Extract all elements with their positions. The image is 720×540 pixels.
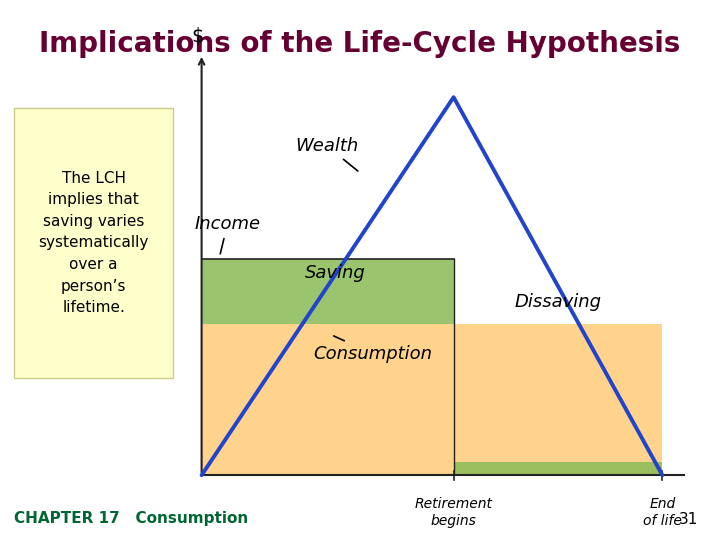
Text: End
of life: End of life [643, 497, 682, 528]
Text: Dissaving: Dissaving [515, 293, 601, 312]
Text: CHAPTER 17   Consumption: CHAPTER 17 Consumption [14, 511, 248, 526]
Text: Income: Income [194, 215, 261, 254]
Text: Implications of the Life-Cycle Hypothesis: Implications of the Life-Cycle Hypothesi… [40, 30, 680, 58]
Polygon shape [454, 462, 662, 475]
Text: 31: 31 [679, 511, 698, 526]
Text: $: $ [192, 27, 204, 46]
Polygon shape [454, 324, 662, 475]
Text: Retirement
begins: Retirement begins [415, 497, 492, 528]
Polygon shape [202, 324, 454, 475]
Text: Saving: Saving [305, 264, 365, 282]
FancyBboxPatch shape [14, 108, 173, 378]
Text: Consumption: Consumption [313, 336, 432, 363]
Polygon shape [202, 259, 454, 324]
Text: The LCH
implies that
saving varies
systematically
over a
person’s
lifetime.: The LCH implies that saving varies syste… [38, 171, 149, 315]
Text: Wealth: Wealth [295, 137, 359, 171]
